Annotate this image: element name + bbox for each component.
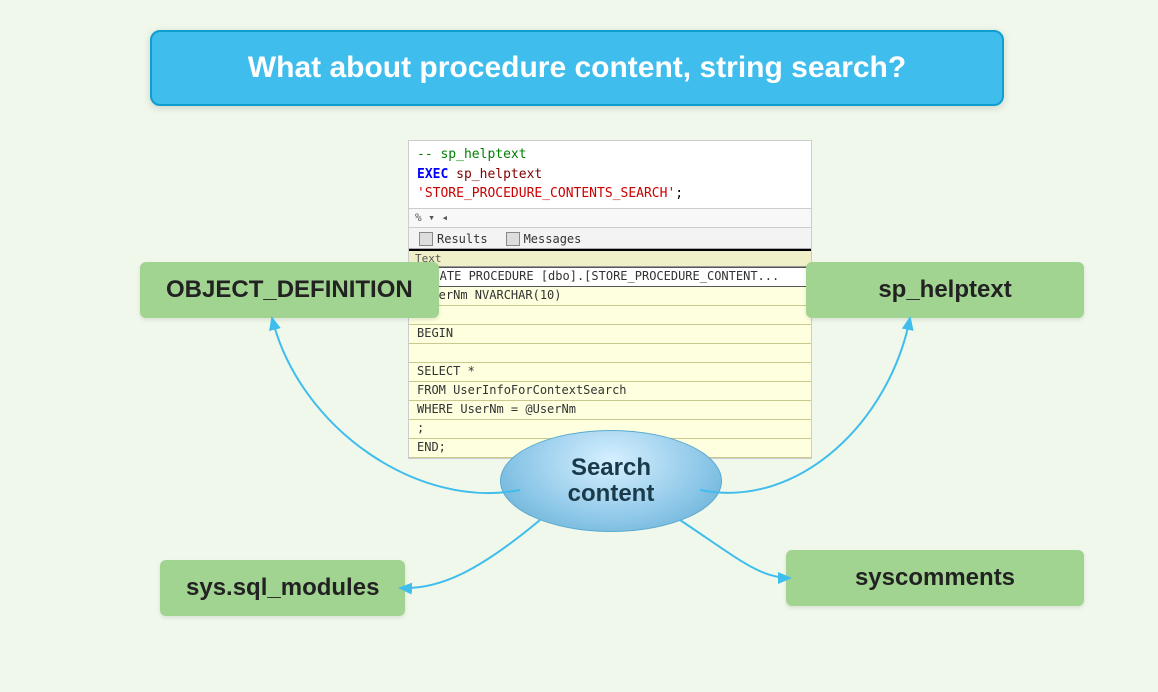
results-column-header: Text	[409, 251, 811, 267]
node-label: OBJECT_DEFINITION	[166, 276, 413, 303]
zoom-bar[interactable]: % ▾ ◂	[409, 208, 811, 228]
code-semi: ;	[675, 186, 683, 201]
results-row[interactable]: FROM UserInfoForContextSearch	[409, 382, 811, 401]
results-row[interactable]: WHERE UserNm = @UserNm	[409, 401, 811, 420]
grid-icon	[419, 232, 433, 246]
code-proc: sp_helptext	[456, 167, 542, 182]
zoom-value: % ▾ ◂	[415, 211, 448, 224]
tab-results[interactable]: Results	[411, 230, 496, 248]
code-arg: 'STORE_PROCEDURE_CONTENTS_SEARCH'	[417, 186, 675, 201]
messages-icon	[506, 232, 520, 246]
sql-editor-panel: -- sp_helptext EXEC sp_helptext 'STORE_P…	[408, 140, 812, 459]
results-row[interactable]: SELECT *	[409, 363, 811, 382]
node-label: sp_helptext	[878, 276, 1011, 303]
node-sys-sql-modules: sys.sql_modules	[160, 560, 405, 616]
code-comment: -- sp_helptext	[417, 147, 527, 162]
tab-messages[interactable]: Messages	[498, 230, 590, 248]
title-text: What about procedure content, string sea…	[248, 51, 906, 85]
node-object-definition: OBJECT_DEFINITION	[140, 262, 439, 318]
node-label: sys.sql_modules	[186, 574, 379, 601]
code-exec-kw: EXEC	[417, 167, 448, 182]
node-sp-helptext: sp_helptext	[806, 262, 1084, 318]
node-search-content: Searchcontent	[500, 430, 722, 532]
title-banner: What about procedure content, string sea…	[150, 30, 1004, 106]
node-syscomments: syscomments	[786, 550, 1084, 606]
results-tabs: Results Messages	[409, 228, 811, 249]
results-row[interactable]	[409, 344, 811, 363]
results-row[interactable]: @UserNm NVARCHAR(10)	[409, 287, 811, 306]
results-grid[interactable]: Text CREATE PROCEDURE [dbo].[STORE_PROCE…	[409, 249, 811, 458]
results-row[interactable]: CREATE PROCEDURE [dbo].[STORE_PROCEDURE_…	[409, 267, 811, 287]
results-row[interactable]: AS	[409, 306, 811, 325]
tab-results-label: Results	[437, 232, 488, 246]
results-row[interactable]: BEGIN	[409, 325, 811, 344]
center-label: Searchcontent	[568, 455, 655, 508]
tab-messages-label: Messages	[524, 232, 582, 246]
sql-code-area[interactable]: -- sp_helptext EXEC sp_helptext 'STORE_P…	[409, 141, 811, 208]
node-label: syscomments	[855, 564, 1015, 591]
